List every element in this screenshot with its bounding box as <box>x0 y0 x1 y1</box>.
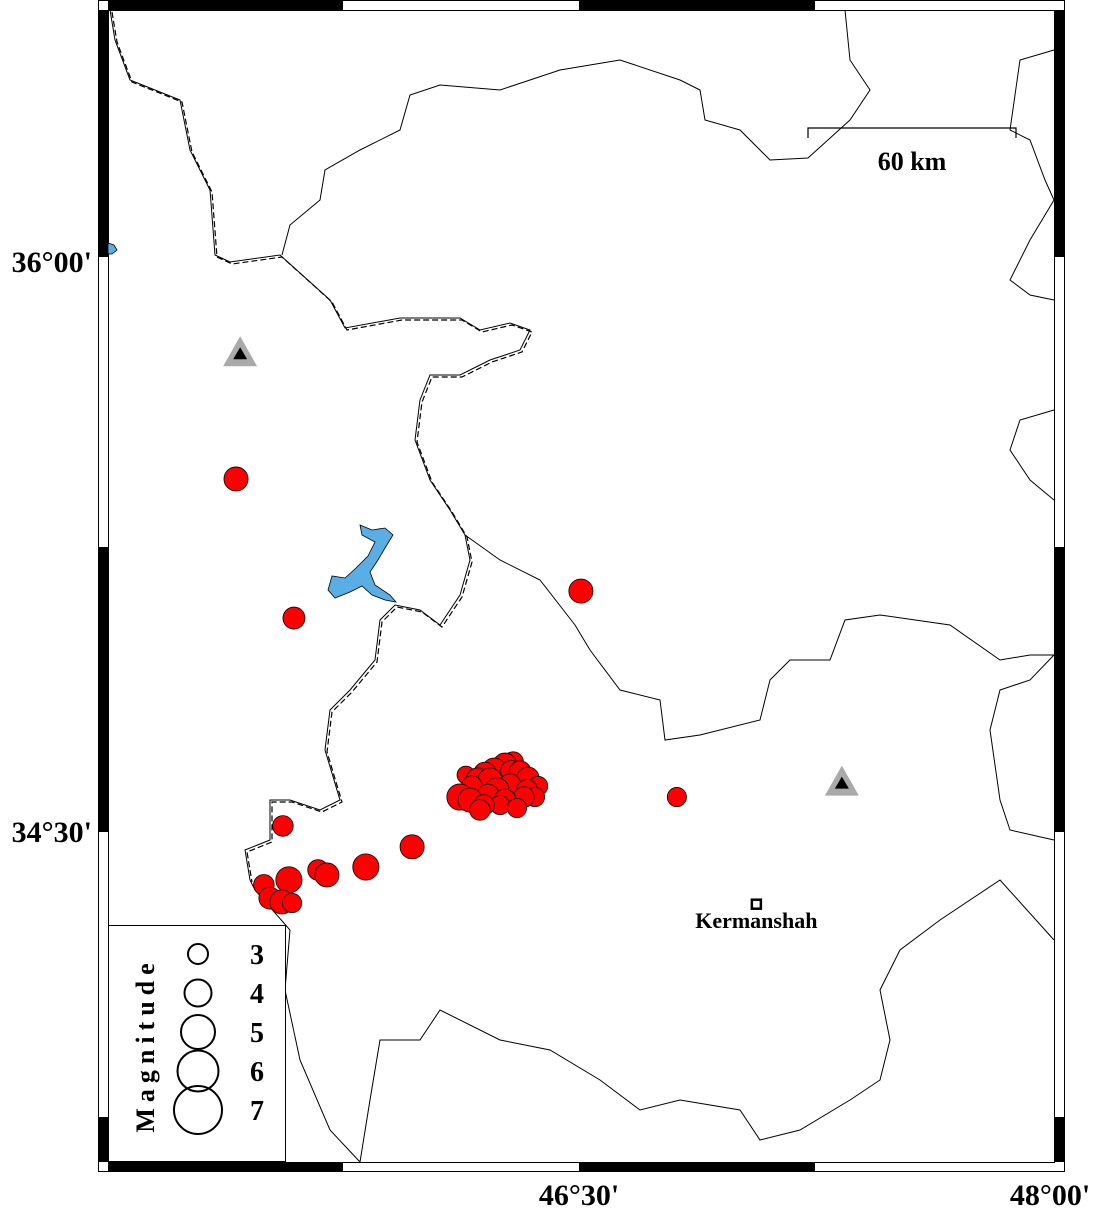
legend-circle <box>183 978 213 1008</box>
lon-label-48: 48°00' <box>1010 1179 1090 1210</box>
scale-bar: 60 km <box>807 127 1017 176</box>
earthquake-event <box>352 853 380 881</box>
lat-label-34-30: 34°30' <box>12 816 92 849</box>
earthquake-event <box>282 893 303 914</box>
legend-circle <box>176 1049 220 1093</box>
city-marker-icon <box>750 898 763 910</box>
legend-title: Magnitude <box>131 957 160 1132</box>
legend-circle <box>187 943 209 965</box>
stations <box>223 336 859 796</box>
earthquake-event <box>469 799 491 821</box>
earthquake-event <box>272 815 294 837</box>
legend-magnitude-label: 5 <box>250 1018 264 1049</box>
lake-edge <box>107 242 118 255</box>
earthquake-event <box>506 798 527 819</box>
earthquake-event <box>568 578 594 604</box>
earthquake-event <box>223 466 249 492</box>
legend-magnitude-label: 3 <box>250 940 264 971</box>
earthquake-event <box>282 606 306 630</box>
frame-ticks <box>98 0 1064 1172</box>
lake <box>327 524 398 603</box>
earthquake-events <box>223 466 687 915</box>
station-inner-triangle-icon <box>834 776 849 789</box>
city-label: Kermanshah <box>695 908 817 933</box>
earthquake-event <box>314 862 340 888</box>
legend-magnitude-label: 4 <box>250 979 264 1010</box>
earthquake-event <box>275 866 303 894</box>
magnitude-legend: Magnitude 3 4 5 6 7 <box>108 925 286 1162</box>
legend-magnitude-label: 6 <box>250 1057 264 1088</box>
station-inner-triangle-icon <box>233 347 248 360</box>
borders <box>109 9 1055 1163</box>
earthquake-event <box>399 834 425 860</box>
lat-label-36: 36°00' <box>12 246 92 279</box>
lon-label-46-30: 46°30' <box>539 1179 619 1210</box>
legend-magnitude-label: 7 <box>250 1096 264 1127</box>
legend-circle <box>180 1014 216 1050</box>
legend-circle <box>173 1085 223 1135</box>
earthquake-event <box>666 787 687 808</box>
scale-bar-label: 60 km <box>878 147 947 176</box>
